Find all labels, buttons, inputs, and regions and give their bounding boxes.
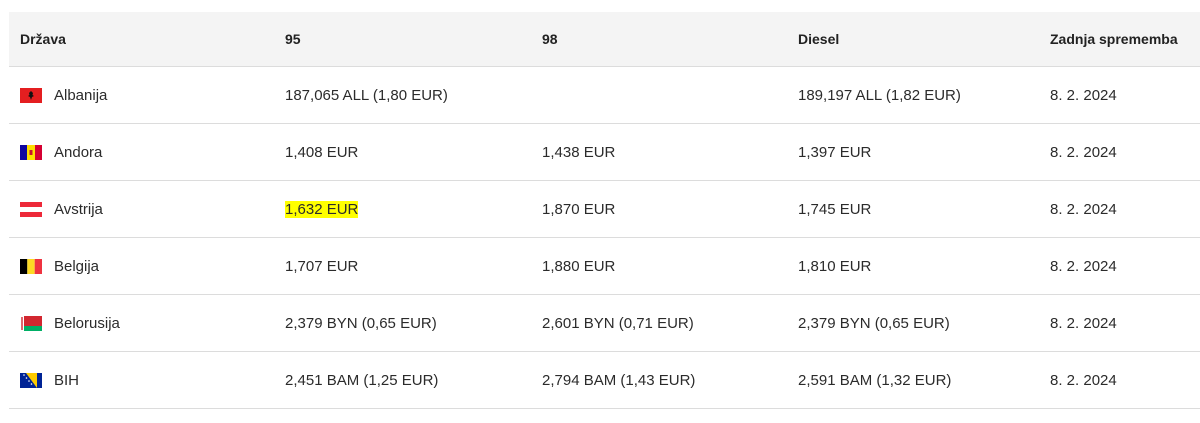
price-95: 1,408 EUR — [285, 143, 359, 161]
price-95: 1,632 EUR — [285, 181, 359, 237]
table-row: Andora 1,408 EUR 1,438 EUR 1,397 EUR 8. … — [9, 124, 1200, 181]
country-cell: Belgija — [20, 238, 99, 294]
last-change-date: 8. 2. 2024 — [1050, 314, 1117, 332]
table-row: Avstrija 1,632 EUR 1,870 EUR 1,745 EUR 8… — [9, 181, 1200, 238]
country-name[interactable]: Belgija — [54, 257, 100, 275]
table-header: Država 95 98 Diesel Zadnja sprememba — [9, 12, 1200, 67]
country-cell: Andora — [20, 124, 102, 180]
last-change-date: 8. 2. 2024 — [1050, 257, 1117, 275]
last-change-date: 8. 2. 2024 — [1050, 371, 1117, 389]
austria-flag-icon — [20, 201, 42, 217]
table-row: Belgija 1,707 EUR 1,880 EUR 1,810 EUR 8.… — [9, 238, 1200, 295]
header-98[interactable]: 98 — [542, 31, 558, 47]
price-95: 1,707 EUR — [285, 257, 359, 275]
albania-flag-icon — [20, 87, 42, 103]
belarus-flag-icon — [20, 315, 42, 331]
header-country[interactable]: Država — [20, 31, 66, 47]
price-98: 1,438 EUR — [542, 143, 616, 161]
highlighted-price: 1,632 EUR — [285, 200, 359, 218]
header-last-change[interactable]: Zadnja sprememba — [1050, 31, 1178, 47]
country-cell: Albanija — [20, 67, 107, 123]
price-98: 2,601 BYN (0,71 EUR) — [542, 314, 694, 332]
andorra-flag-icon — [20, 144, 42, 160]
price-98: 1,880 EUR — [542, 257, 616, 275]
price-95: 2,379 BYN (0,65 EUR) — [285, 314, 437, 332]
country-name[interactable]: Avstrija — [54, 200, 103, 218]
country-name[interactable]: Belorusija — [54, 314, 120, 332]
fuel-price-table: Država 95 98 Diesel Zadnja sprememba Alb… — [9, 12, 1200, 409]
price-diesel: 1,397 EUR — [798, 143, 872, 161]
price-diesel: 2,591 BAM (1,32 EUR) — [798, 371, 952, 389]
header-95[interactable]: 95 — [285, 31, 301, 47]
table-row: Belorusija 2,379 BYN (0,65 EUR) 2,601 BY… — [9, 295, 1200, 352]
bosnia-flag-icon — [20, 372, 42, 388]
country-cell: Avstrija — [20, 181, 103, 237]
price-98: 1,870 EUR — [542, 200, 616, 218]
country-name[interactable]: Albanija — [54, 86, 108, 104]
price-95: 2,451 BAM (1,25 EUR) — [285, 371, 439, 389]
price-95: 187,065 ALL (1,80 EUR) — [285, 86, 448, 104]
price-diesel: 2,379 BYN (0,65 EUR) — [798, 314, 950, 332]
country-cell: BIH — [20, 352, 79, 408]
header-diesel[interactable]: Diesel — [798, 31, 840, 47]
price-diesel: 1,810 EUR — [798, 257, 872, 275]
belgium-flag-icon — [20, 258, 42, 274]
table-row: Albanija 187,065 ALL (1,80 EUR) 189,197 … — [9, 67, 1200, 124]
price-98: 2,794 BAM (1,43 EUR) — [542, 371, 696, 389]
country-name[interactable]: Andora — [54, 143, 103, 161]
last-change-date: 8. 2. 2024 — [1050, 143, 1117, 161]
price-diesel: 189,197 ALL (1,82 EUR) — [798, 86, 961, 104]
price-diesel: 1,745 EUR — [798, 200, 872, 218]
last-change-date: 8. 2. 2024 — [1050, 86, 1117, 104]
table-row: BIH 2,451 BAM (1,25 EUR) 2,794 BAM (1,43… — [9, 352, 1200, 409]
country-cell: Belorusija — [20, 295, 120, 351]
country-name[interactable]: BIH — [54, 371, 80, 389]
last-change-date: 8. 2. 2024 — [1050, 200, 1117, 218]
